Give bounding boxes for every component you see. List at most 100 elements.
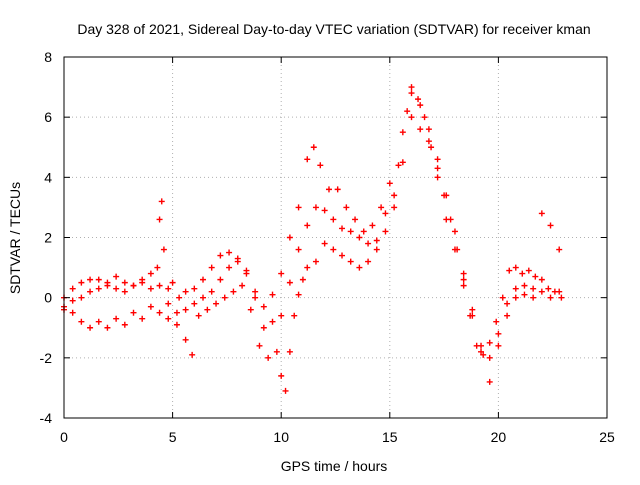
- data-point: [558, 294, 565, 301]
- data-point: [69, 297, 76, 304]
- data-point: [104, 324, 111, 331]
- data-point: [182, 306, 189, 313]
- data-point: [330, 246, 337, 253]
- data-point: [499, 294, 506, 301]
- data-point: [169, 279, 176, 286]
- data-point: [121, 279, 128, 286]
- data-point: [156, 282, 163, 289]
- data-point: [260, 324, 267, 331]
- data-point: [278, 270, 285, 277]
- data-point: [399, 129, 406, 136]
- data-point: [78, 294, 85, 301]
- data-point: [504, 300, 511, 307]
- data-point: [286, 279, 293, 286]
- data-point: [295, 291, 302, 298]
- x-axis-label: GPS time / hours: [281, 458, 388, 474]
- data-point: [339, 225, 346, 232]
- data-point: [530, 294, 537, 301]
- data-point: [443, 192, 450, 199]
- data-point: [213, 300, 220, 307]
- data-point: [286, 348, 293, 355]
- data-point: [113, 315, 120, 322]
- data-point: [310, 144, 317, 151]
- data-point: [538, 276, 545, 283]
- data-point: [256, 342, 263, 349]
- data-point: [69, 285, 76, 292]
- data-point: [512, 264, 519, 271]
- data-point: [234, 258, 241, 265]
- data-point: [252, 288, 259, 295]
- data-point: [208, 288, 215, 295]
- data-point: [154, 264, 161, 271]
- data-point: [247, 306, 254, 313]
- data-point: [434, 156, 441, 163]
- y-tick-label: 0: [44, 290, 52, 306]
- data-point: [230, 288, 237, 295]
- data-point: [460, 282, 467, 289]
- chart-title: Day 328 of 2021, Sidereal Day-to-day VTE…: [77, 21, 590, 37]
- data-point: [493, 318, 500, 325]
- data-point: [391, 204, 398, 211]
- data-point: [252, 294, 259, 301]
- data-point: [556, 288, 563, 295]
- data-point: [480, 351, 487, 358]
- data-point: [365, 240, 372, 247]
- x-tick-label: 20: [491, 429, 507, 445]
- data-point: [321, 207, 328, 214]
- data-point: [538, 210, 545, 217]
- data-point: [139, 315, 146, 322]
- data-point: [265, 354, 272, 361]
- data-point: [304, 264, 311, 271]
- data-point: [95, 276, 102, 283]
- data-point: [156, 309, 163, 316]
- data-point: [165, 300, 172, 307]
- data-point: [486, 354, 493, 361]
- data-point: [87, 288, 94, 295]
- data-point: [512, 285, 519, 292]
- data-point: [545, 285, 552, 292]
- data-point: [260, 303, 267, 310]
- data-point: [165, 285, 172, 292]
- data-point: [156, 216, 163, 223]
- data-point: [278, 372, 285, 379]
- data-point: [408, 84, 415, 91]
- data-point: [147, 303, 154, 310]
- y-tick-label: 4: [44, 169, 52, 185]
- data-point: [532, 273, 539, 280]
- data-point: [369, 222, 376, 229]
- data-point: [269, 291, 276, 298]
- data-point: [408, 90, 415, 97]
- data-point: [469, 306, 476, 313]
- data-point: [538, 288, 545, 295]
- data-point: [299, 276, 306, 283]
- data-point: [191, 300, 198, 307]
- data-point: [356, 234, 363, 241]
- data-point: [95, 318, 102, 325]
- data-point: [556, 246, 563, 253]
- data-point: [273, 348, 280, 355]
- data-point: [130, 282, 137, 289]
- data-point: [547, 294, 554, 301]
- y-tick-label: 2: [44, 230, 52, 246]
- data-point: [221, 294, 228, 301]
- data-point: [469, 312, 476, 319]
- data-point: [330, 216, 337, 223]
- data-point: [176, 294, 183, 301]
- data-point: [504, 312, 511, 319]
- data-point: [347, 258, 354, 265]
- data-point: [304, 156, 311, 163]
- data-point: [78, 279, 85, 286]
- data-point: [200, 276, 207, 283]
- data-point: [460, 270, 467, 277]
- data-point: [460, 276, 467, 283]
- x-tick-label: 15: [382, 429, 398, 445]
- data-layer: [61, 84, 565, 394]
- data-point: [286, 234, 293, 241]
- data-point: [226, 264, 233, 271]
- data-point: [158, 198, 165, 205]
- y-tick-label: -2: [40, 350, 53, 366]
- series-trace-lower: [61, 114, 563, 394]
- data-point: [95, 285, 102, 292]
